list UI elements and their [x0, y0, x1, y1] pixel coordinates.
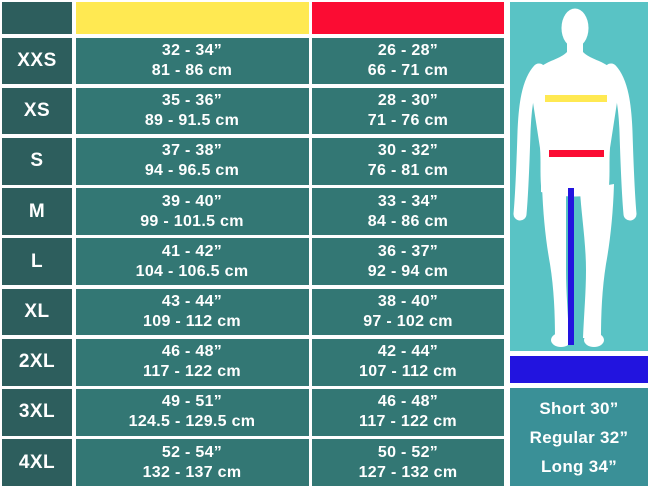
waist-cell-xs: 28 - 30” 71 - 76 cm [312, 87, 504, 135]
chest-cell-m: 39 - 40” 99 - 101.5 cm [75, 188, 309, 235]
cm-text: 132 - 137 cm [142, 463, 242, 481]
size-label-m: M [2, 188, 72, 235]
inches-text: 42 - 44” [377, 343, 439, 361]
size-label-l: L [2, 238, 72, 286]
inches-text: 36 - 37” [377, 242, 439, 260]
size-label-4xl: 4XL [2, 439, 72, 486]
body-silhouette [532, 8, 618, 347]
size-text: M [28, 200, 46, 222]
leg-length-options: Short 30” Regular 32” Long 34” [510, 388, 648, 486]
chest-cell-4xl: 52 - 54” 132 - 137 cm [75, 439, 309, 486]
chest-cell-2xl: 46 - 48” 117 - 122 cm [75, 338, 309, 386]
cm-text: 89 - 91.5 cm [144, 112, 240, 130]
inches-text: 37 - 38” [161, 142, 223, 160]
waist-cell-s: 30 - 32” 76 - 81 cm [312, 137, 504, 185]
inches-text: 32 - 34” [161, 41, 223, 59]
cm-text: 66 - 71 cm [367, 61, 449, 79]
fit-guide-panel: Short 30” Regular 32” Long 34” [510, 2, 648, 486]
size-text: L [30, 250, 44, 272]
cm-text: 76 - 81 cm [367, 162, 449, 180]
cm-text: 124.5 - 129.5 cm [128, 413, 256, 431]
inches-text: 41 - 42” [161, 242, 223, 260]
inches-text: 46 - 48” [377, 393, 439, 411]
cm-text: 109 - 112 cm [143, 312, 241, 330]
inches-text: 38 - 40” [377, 292, 439, 310]
inches-text: 30 - 32” [377, 142, 439, 160]
size-label-xl: XL [2, 288, 72, 336]
cm-text: 99 - 101.5 cm [140, 212, 244, 230]
leg-length-divider-bar [510, 356, 648, 383]
size-text: XS [23, 100, 51, 122]
inches-text: 49 - 51” [161, 393, 223, 411]
waist-column-header-cell [312, 2, 504, 34]
cm-text: 127 - 132 cm [358, 463, 458, 481]
cm-text: 71 - 76 cm [367, 112, 449, 130]
waist-measure-line [549, 150, 604, 157]
cm-text: 97 - 102 cm [363, 312, 453, 330]
size-table: XXS 32 - 34” 81 - 86 cm 26 - 28” 66 - 71 cm X… [2, 2, 504, 486]
chest-cell-xs: 35 - 36” 89 - 91.5 cm [75, 87, 309, 135]
body-arms [513, 63, 637, 221]
chest-cell-xl: 43 - 44” 109 - 112 cm [75, 288, 309, 336]
inseam-measure-line [568, 188, 574, 345]
waist-cell-2xl: 42 - 44” 107 - 112 cm [312, 338, 504, 386]
size-label-2xl: 2XL [2, 338, 72, 386]
cm-text: 104 - 106.5 cm [135, 262, 249, 280]
size-text: 2XL [18, 351, 56, 373]
inches-text: 52 - 54” [161, 443, 223, 461]
size-text: XL [24, 300, 50, 322]
inches-text: 33 - 34” [377, 192, 439, 210]
leg-length-option-short: Short 30” [539, 398, 619, 418]
size-label-xxs: XXS [2, 37, 72, 85]
cm-text: 117 - 122 cm [143, 363, 241, 381]
size-text: 3XL [18, 401, 56, 423]
chest-cell-xxs: 32 - 34” 81 - 86 cm [75, 37, 309, 85]
body-silhouette-figure [513, 8, 637, 347]
inches-text: 35 - 36” [161, 92, 223, 110]
waist-cell-4xl: 50 - 52” 127 - 132 cm [312, 439, 504, 486]
inches-text: 26 - 28” [377, 41, 439, 59]
chest-column-header-cell [75, 2, 309, 34]
waist-cell-xxs: 26 - 28” 66 - 71 cm [312, 37, 504, 85]
inches-text: 28 - 30” [377, 92, 439, 110]
chest-cell-s: 37 - 38” 94 - 96.5 cm [75, 137, 309, 185]
waist-cell-l: 36 - 37” 92 - 94 cm [312, 238, 504, 286]
inches-text: 50 - 52” [377, 443, 439, 461]
size-text: S [30, 150, 44, 172]
chest-cell-3xl: 49 - 51” 124.5 - 129.5 cm [75, 389, 309, 436]
waist-cell-xl: 38 - 40” 97 - 102 cm [312, 288, 504, 336]
inches-text: 39 - 40” [161, 192, 223, 210]
cm-text: 84 - 86 cm [367, 212, 449, 230]
waist-cell-3xl: 46 - 48” 117 - 122 cm [312, 389, 504, 436]
leg-length-option-long: Long 34” [540, 456, 618, 476]
inches-text: 46 - 48” [161, 343, 223, 361]
leg-length-option-regular: Regular 32” [529, 427, 629, 447]
cm-text: 107 - 112 cm [359, 363, 457, 381]
body-measurement-diagram [510, 2, 648, 351]
chest-cell-l: 41 - 42” 104 - 106.5 cm [75, 238, 309, 286]
cm-text: 81 - 86 cm [151, 61, 233, 79]
inches-text: 43 - 44” [161, 292, 223, 310]
cm-text: 92 - 94 cm [367, 262, 449, 280]
size-label-3xl: 3XL [2, 389, 72, 436]
size-column-header-cell [2, 2, 72, 34]
size-label-xs: XS [2, 87, 72, 135]
waist-cell-m: 33 - 34” 84 - 86 cm [312, 188, 504, 235]
chest-measure-line [545, 95, 607, 102]
cm-text: 117 - 122 cm [359, 413, 457, 431]
size-label-s: S [2, 137, 72, 185]
size-text: 4XL [18, 451, 56, 473]
cm-text: 94 - 96.5 cm [144, 162, 240, 180]
size-text: XXS [17, 49, 57, 71]
